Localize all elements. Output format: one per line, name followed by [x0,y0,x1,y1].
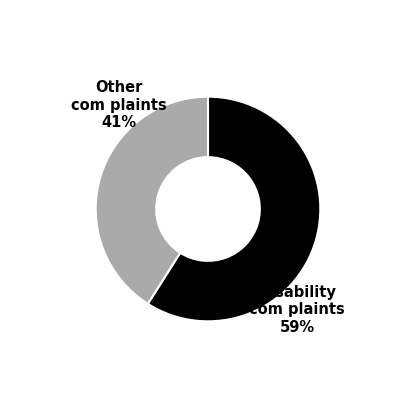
Wedge shape [148,97,320,321]
Text: Other
com plaints
41%: Other com plaints 41% [71,80,166,130]
Text: Disability
com plaints
59%: Disability com plaints 59% [250,285,345,335]
Wedge shape [96,97,208,304]
